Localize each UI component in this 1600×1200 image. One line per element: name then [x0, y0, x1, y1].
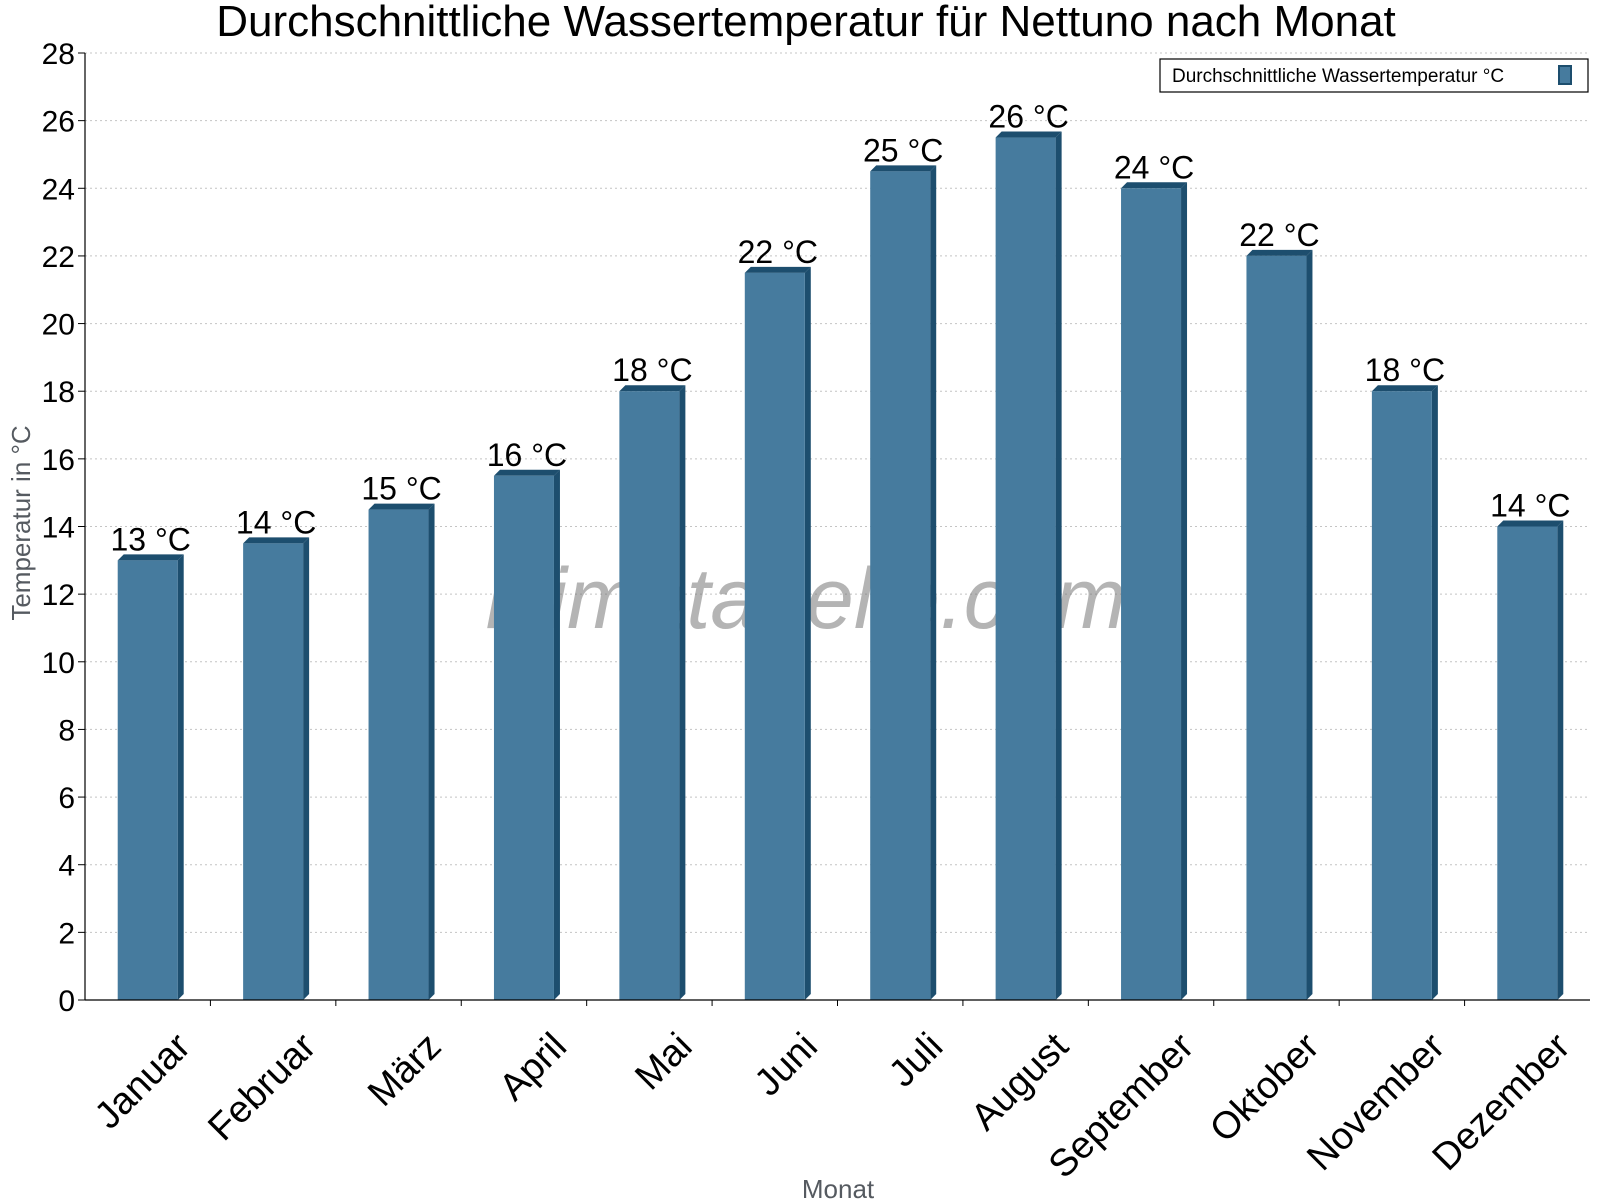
bar: [1121, 182, 1188, 1001]
y-tick-label: 16: [42, 444, 75, 477]
bar-side: [1055, 131, 1062, 1000]
bar-side: [428, 503, 435, 1000]
data-label: 25 °C: [863, 132, 943, 168]
bar-side: [930, 165, 937, 1000]
bar: [117, 554, 184, 1000]
data-label: 15 °C: [361, 471, 441, 507]
data-label: 18 °C: [612, 352, 692, 388]
x-tick-label: Oktober: [1202, 1025, 1328, 1151]
y-tick-label: 26: [42, 106, 75, 139]
bar-face: [619, 391, 680, 1000]
y-axis-label: Temperatur in °C: [6, 425, 36, 620]
data-label: 24 °C: [1114, 149, 1194, 185]
bar-top: [368, 503, 435, 510]
bar: [1497, 520, 1564, 1000]
bar-top: [243, 537, 310, 544]
grid-lines: [85, 52, 1590, 933]
bar: [744, 266, 811, 1000]
bar-top: [117, 554, 184, 561]
y-tick-label: 22: [42, 241, 75, 274]
x-tick-label: Mai: [627, 1025, 700, 1098]
data-label: 18 °C: [1365, 352, 1445, 388]
bar: [619, 385, 686, 1000]
legend-box: [1159, 58, 1589, 93]
x-tick-label: Juni: [747, 1025, 826, 1104]
bar-face: [1497, 526, 1558, 1000]
bar-top: [1497, 520, 1564, 527]
bar-side: [553, 469, 560, 1001]
bar-top: [744, 266, 811, 273]
bar-face: [744, 272, 805, 1000]
x-tick-label: April: [492, 1025, 575, 1108]
bar-top: [493, 469, 560, 476]
bar: [243, 537, 310, 1000]
bar-face: [1246, 255, 1307, 1000]
x-axis-label: Monat: [802, 1174, 875, 1200]
data-label: 14 °C: [236, 504, 316, 540]
legend-swatch: [1558, 65, 1572, 85]
axes: [78, 52, 1590, 1006]
x-tick-label: Juli: [881, 1025, 951, 1095]
bar-side: [303, 537, 310, 1000]
bar-top: [1246, 249, 1313, 256]
legend-label: Durchschnittliche Wassertemperatur °C: [1172, 66, 1504, 87]
bar-face: [117, 560, 178, 1000]
bar-top: [619, 385, 686, 392]
bar: [995, 131, 1062, 1000]
bar-top: [995, 131, 1062, 138]
bar-face: [243, 543, 304, 1000]
bar-face: [870, 171, 931, 1000]
data-label: 14 °C: [1490, 488, 1570, 524]
bar-top: [870, 165, 937, 172]
y-tick-label: 6: [58, 782, 75, 815]
x-tick-label: März: [360, 1025, 449, 1114]
y-tick-label: 2: [58, 917, 75, 950]
y-tick-label: 28: [42, 38, 75, 71]
data-label: 22 °C: [738, 234, 818, 270]
y-tick-label: 8: [58, 714, 75, 747]
bar-side: [679, 385, 686, 1000]
legend: Durchschnittliche Wassertemperatur °C: [1159, 58, 1589, 93]
data-label: 22 °C: [1239, 217, 1319, 253]
data-labels: 13 °C 14 °C 15 °C 16 °C 18 °C 22 °C 25 °C 26 °C…: [111, 99, 1571, 558]
data-label: 26 °C: [988, 99, 1068, 135]
y-tick-label: 12: [42, 579, 75, 612]
x-tick-label: Februar: [200, 1025, 324, 1149]
x-tick-label: August: [963, 1025, 1077, 1139]
bar-face: [995, 137, 1056, 1000]
bar-side: [804, 266, 811, 1000]
bar-side: [1557, 520, 1564, 1000]
y-tick-label: 0: [58, 985, 75, 1018]
y-tick-label: 4: [58, 850, 75, 883]
bar-side: [1181, 182, 1188, 1001]
bar: [493, 469, 560, 1001]
x-tick-label: Dezember: [1425, 1025, 1579, 1179]
bar-face: [1121, 188, 1182, 1001]
bar: [1371, 385, 1438, 1000]
bar-side: [1306, 249, 1313, 1000]
bar-face: [1371, 391, 1432, 1000]
x-tick-label: Januar: [87, 1025, 199, 1137]
bars: [117, 131, 1564, 1001]
bar-face: [493, 475, 554, 1001]
y-tick-label: 20: [42, 309, 75, 342]
data-label: 16 °C: [487, 437, 567, 473]
bar-face: [368, 509, 429, 1000]
y-tick-label: 18: [42, 376, 75, 409]
bar: [368, 503, 435, 1000]
y-tick-label: 14: [42, 512, 75, 545]
y-tick-label: 24: [42, 173, 75, 206]
bar-top: [1121, 182, 1188, 189]
bar-side: [1431, 385, 1438, 1000]
bar: [870, 165, 937, 1000]
chart-title: Durchschnittliche Wassertemperatur für N…: [216, 0, 1396, 46]
bar-side: [177, 554, 184, 1000]
x-tick-labels: Januar Februar März April Mai Juni Juli AugustS…: [87, 1025, 1579, 1186]
bar-top: [1371, 385, 1438, 392]
y-tick-label: 10: [42, 647, 75, 680]
bar: [1246, 249, 1313, 1000]
data-label: 13 °C: [111, 521, 191, 557]
